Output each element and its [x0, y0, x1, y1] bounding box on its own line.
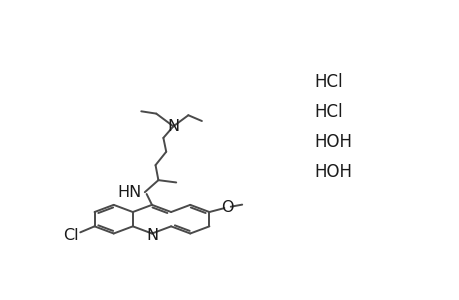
- Text: O: O: [220, 200, 233, 215]
- Text: HCl: HCl: [313, 103, 342, 121]
- Text: N: N: [167, 119, 179, 134]
- Text: HCl: HCl: [313, 73, 342, 91]
- Text: HN: HN: [118, 185, 142, 200]
- Text: HOH: HOH: [313, 133, 352, 151]
- Text: HOH: HOH: [313, 163, 352, 181]
- Text: Cl: Cl: [63, 228, 78, 243]
- Text: N: N: [146, 228, 158, 243]
